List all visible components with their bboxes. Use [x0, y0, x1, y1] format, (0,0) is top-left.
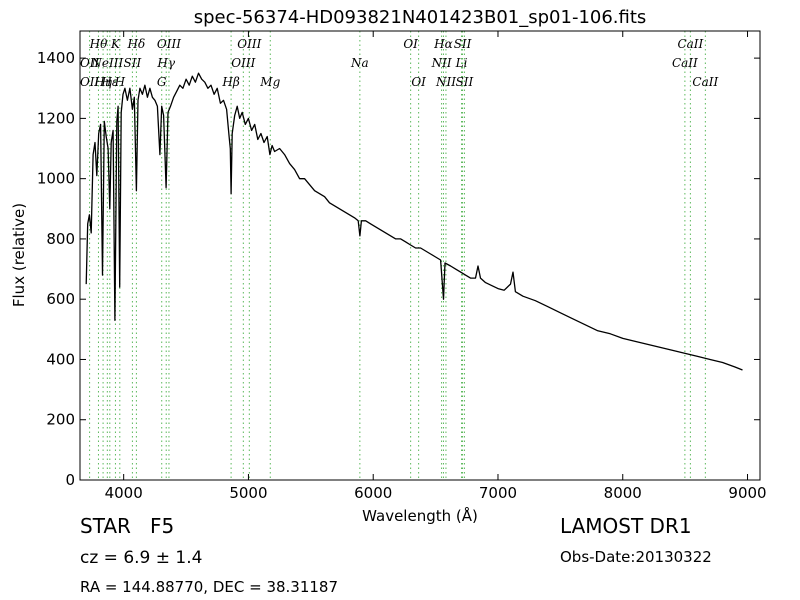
- line-label: Hβ: [221, 75, 239, 89]
- line-label: CaII: [672, 56, 698, 70]
- line-label: OΙΙ: [80, 56, 100, 70]
- line-label: CaII: [692, 75, 718, 89]
- spectrum-series: [85, 72, 743, 371]
- line-label: G: [157, 75, 167, 89]
- line-label: OIII: [237, 37, 261, 51]
- line-label: Hθ: [89, 37, 108, 51]
- line-label: Hη: [93, 75, 112, 89]
- line-label: Na: [350, 56, 369, 70]
- line-label: OI: [403, 37, 418, 51]
- line-label: H: [114, 75, 126, 89]
- x-axis-label: Wavelength (Å): [362, 506, 478, 525]
- line-label: Hγ: [156, 56, 175, 70]
- line-label: OIII: [231, 56, 255, 70]
- plot-frame: [79, 30, 761, 481]
- y-axis-label: Flux (relative): [10, 203, 28, 307]
- subclass-label: F5: [150, 514, 175, 538]
- x-tick-label: 5000: [229, 484, 267, 502]
- x-tick-label: 7000: [479, 484, 517, 502]
- line-label: K: [110, 37, 121, 51]
- y-tick-label: 1400: [37, 49, 75, 67]
- x-tick-label: 4000: [105, 484, 143, 502]
- line-label: OIII: [157, 37, 181, 51]
- chart-title: spec-56374-HD093821N401423B01_sp01-106.f…: [194, 7, 647, 28]
- y-tick-label: 1200: [37, 109, 75, 127]
- class-label: STAR: [80, 514, 131, 538]
- spectrum-line: [85, 72, 743, 371]
- line-label: SII: [456, 75, 474, 89]
- y-tick-label: 400: [46, 350, 75, 368]
- line-label: Hε: [100, 75, 118, 89]
- y-tick-label: 0: [65, 471, 75, 489]
- line-label: NII: [431, 56, 452, 70]
- y-axis: 0 200 400 600 800 1000 1200 1400: [37, 49, 760, 489]
- y-tick-label: 800: [46, 230, 75, 248]
- x-tick-label: 8000: [604, 484, 642, 502]
- x-axis: 4000 5000 6000 7000 8000 9000: [105, 31, 767, 502]
- x-tick-label: 6000: [354, 484, 392, 502]
- y-tick-label: 600: [46, 290, 75, 308]
- line-label: CaII: [677, 37, 703, 51]
- object-class: STAR F5: [80, 514, 174, 538]
- line-label: Hδ: [127, 37, 146, 51]
- line-label: OI: [411, 75, 426, 89]
- x-tick-label: 9000: [728, 484, 766, 502]
- line-label: Mg: [259, 75, 280, 89]
- line-label: Li: [455, 56, 468, 70]
- line-label: Hα: [433, 37, 453, 51]
- line-label: NeIII: [90, 56, 123, 70]
- y-tick-label: 200: [46, 411, 75, 429]
- obs-date-label: Obs-Date:20130322: [560, 548, 712, 566]
- redshift-label: cz = 6.9 ± 1.4: [80, 548, 203, 568]
- coordinates-label: RA = 144.88770, DEC = 38.31187: [80, 578, 339, 596]
- survey-label: LAMOST DR1: [560, 514, 692, 538]
- line-label: SII: [454, 37, 472, 51]
- line-label: SII: [124, 56, 142, 70]
- y-tick-label: 1000: [37, 170, 75, 188]
- line-label: OΙΙ: [80, 75, 100, 89]
- line-label: NII: [435, 75, 456, 89]
- emission-line-markers: [89, 31, 706, 480]
